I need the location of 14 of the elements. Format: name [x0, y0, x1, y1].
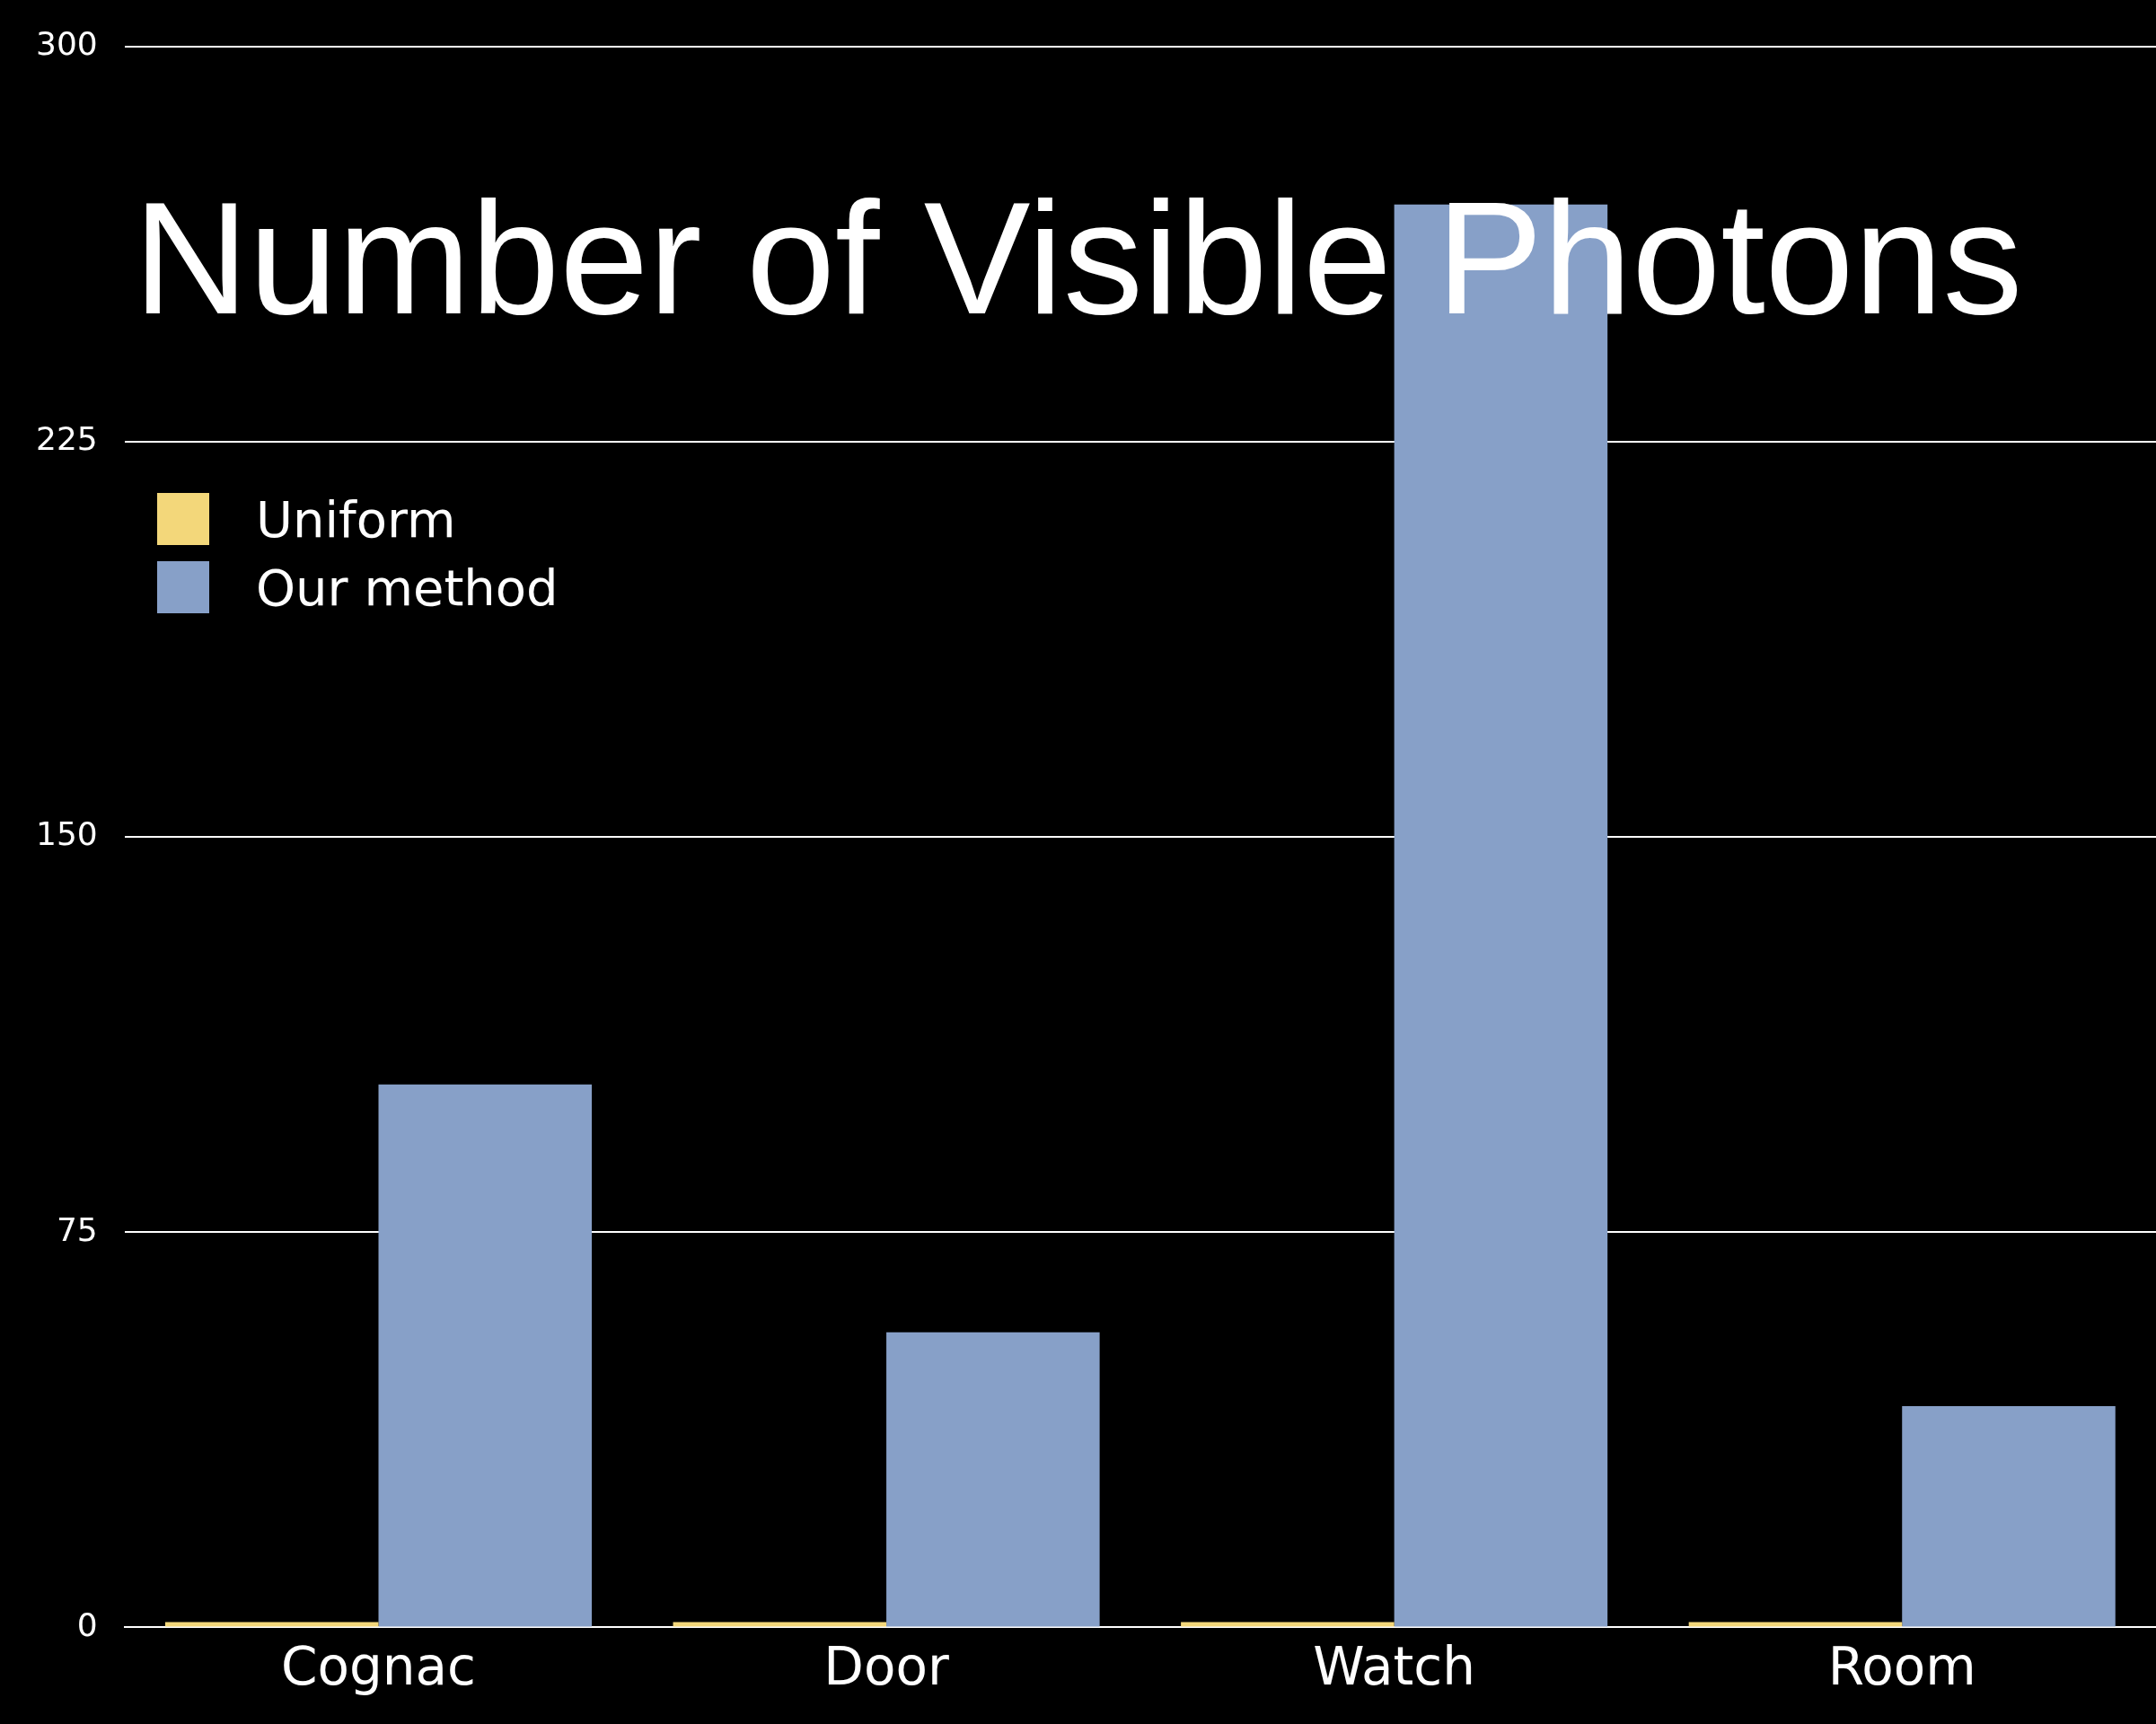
x-tick-label: Door	[823, 1636, 949, 1698]
y-tick-label: 150	[35, 815, 98, 853]
x-tick-label: Room	[1827, 1636, 1976, 1698]
legend-label: Our method	[256, 558, 559, 617]
x-tick-label: Watch	[1313, 1636, 1475, 1698]
x-tick-label: Cognac	[281, 1636, 476, 1698]
legend-label: Uniform	[256, 489, 456, 549]
bar	[1902, 1405, 2116, 1627]
bar	[378, 1084, 593, 1627]
y-tick-label: 300	[35, 24, 98, 62]
y-tick-label: 225	[35, 420, 98, 458]
y-tick-label: 0	[76, 1605, 98, 1643]
y-tick-label: 75	[56, 1210, 98, 1248]
bar	[886, 1332, 1100, 1627]
